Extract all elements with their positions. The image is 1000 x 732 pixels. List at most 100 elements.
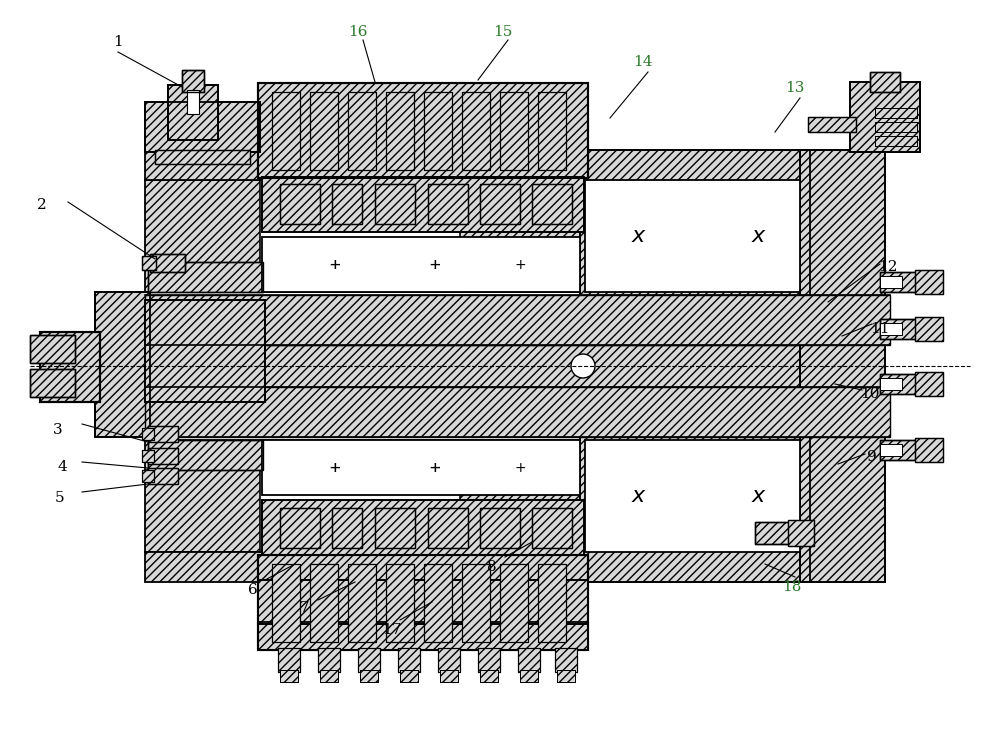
Bar xyxy=(145,102,260,152)
Text: +: + xyxy=(330,459,340,477)
Bar xyxy=(880,378,902,390)
Bar xyxy=(262,237,580,292)
Bar xyxy=(182,70,204,92)
Bar xyxy=(148,448,178,464)
Bar xyxy=(182,70,204,92)
Bar xyxy=(280,184,320,224)
Bar xyxy=(870,72,900,92)
Bar xyxy=(258,83,588,178)
Bar xyxy=(145,345,855,387)
Text: 7: 7 xyxy=(300,601,310,615)
Bar xyxy=(145,102,260,152)
Bar xyxy=(145,440,855,552)
Bar xyxy=(348,92,376,170)
Bar xyxy=(358,648,380,672)
Text: 13: 13 xyxy=(785,81,805,95)
Bar xyxy=(462,564,490,642)
Bar xyxy=(258,580,588,624)
Bar xyxy=(875,108,917,118)
Bar xyxy=(145,552,685,582)
Bar xyxy=(148,440,263,470)
Bar xyxy=(428,508,468,548)
Bar xyxy=(30,369,75,397)
Bar xyxy=(438,648,460,672)
Bar xyxy=(262,177,584,232)
Text: 9: 9 xyxy=(867,450,877,464)
Bar xyxy=(755,522,810,544)
Bar xyxy=(30,335,75,363)
Bar xyxy=(272,92,300,170)
Bar xyxy=(310,92,338,170)
Bar xyxy=(40,332,100,402)
Text: 6: 6 xyxy=(248,583,258,597)
Bar xyxy=(585,440,800,552)
Bar xyxy=(148,262,263,292)
Text: 5: 5 xyxy=(55,491,65,505)
Bar xyxy=(145,150,685,180)
Bar xyxy=(280,670,298,682)
Text: +: + xyxy=(514,258,526,272)
Bar xyxy=(480,184,520,224)
Bar xyxy=(280,184,320,224)
Bar xyxy=(358,648,380,672)
Bar xyxy=(800,150,885,582)
Bar xyxy=(480,670,498,682)
Bar xyxy=(462,564,490,642)
Text: 2: 2 xyxy=(37,198,47,212)
Bar xyxy=(462,92,490,170)
Bar xyxy=(520,670,538,682)
Bar xyxy=(332,184,362,224)
Bar xyxy=(532,184,572,224)
Bar xyxy=(360,670,378,682)
Bar xyxy=(538,92,566,170)
Bar xyxy=(538,564,566,642)
Bar xyxy=(400,670,418,682)
Bar xyxy=(480,184,520,224)
Bar xyxy=(258,83,588,178)
Bar xyxy=(462,92,490,170)
Bar xyxy=(557,670,575,682)
Bar xyxy=(532,508,572,548)
Bar xyxy=(800,150,885,582)
Bar xyxy=(424,92,452,170)
Bar xyxy=(262,500,584,555)
Bar xyxy=(318,648,340,672)
Bar xyxy=(348,564,376,642)
Bar xyxy=(310,92,338,170)
Bar xyxy=(332,508,362,548)
Text: x: x xyxy=(631,486,645,506)
Bar xyxy=(262,500,584,555)
Bar xyxy=(808,117,856,132)
Bar xyxy=(142,428,154,440)
Bar xyxy=(145,295,890,345)
Bar xyxy=(424,564,452,642)
Bar xyxy=(348,564,376,642)
Bar xyxy=(40,332,100,402)
Bar xyxy=(424,92,452,170)
Bar xyxy=(400,670,418,682)
Bar xyxy=(875,136,917,146)
Bar xyxy=(500,92,528,170)
Bar xyxy=(915,438,943,462)
Bar xyxy=(320,670,338,682)
Bar xyxy=(557,670,575,682)
Bar xyxy=(915,270,943,294)
Bar xyxy=(788,520,814,546)
Bar xyxy=(260,180,460,292)
Bar xyxy=(915,317,943,341)
Bar xyxy=(375,184,415,224)
Bar xyxy=(142,450,154,462)
Bar xyxy=(580,410,810,582)
Bar xyxy=(310,564,338,642)
Text: 4: 4 xyxy=(57,460,67,474)
Bar xyxy=(386,564,414,642)
Bar xyxy=(518,648,540,672)
Bar xyxy=(428,184,468,224)
Bar xyxy=(875,122,917,132)
Bar xyxy=(480,508,520,548)
Bar xyxy=(398,648,420,672)
Bar xyxy=(880,276,902,288)
Bar xyxy=(500,92,528,170)
Bar xyxy=(278,648,300,672)
Bar xyxy=(500,564,528,642)
